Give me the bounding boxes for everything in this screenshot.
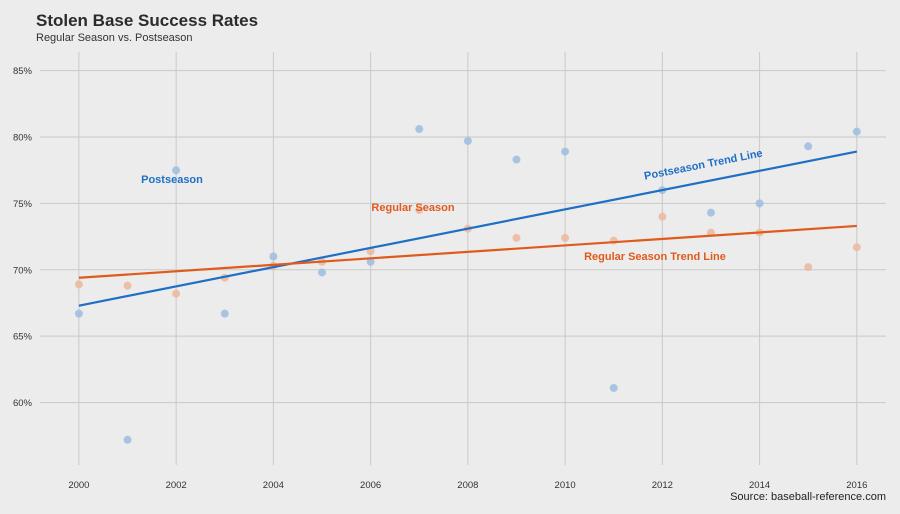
x-tick-label: 2002: [166, 480, 187, 491]
y-tick-label: 75%: [13, 199, 33, 210]
grid: [40, 52, 886, 465]
x-tick-label: 2016: [846, 480, 867, 491]
postseason-point: [852, 127, 861, 136]
data-points: [74, 125, 861, 444]
y-tick-label: 65%: [13, 332, 33, 343]
regular-season-point: [123, 281, 132, 290]
regular-season-trend-line: [78, 224, 857, 279]
regular-season-label: Regular Season: [371, 202, 454, 214]
postseason-point: [463, 136, 472, 145]
y-tick-label: 85%: [13, 66, 33, 77]
regular-season-point: [172, 289, 181, 298]
regular-season-point: [658, 212, 667, 221]
x-tick-label: 2006: [360, 480, 381, 491]
postseason-label: Postseason: [141, 174, 203, 186]
x-axis-labels: 2000 2002 2004 2006 2008 2010 2012 2014 2016: [68, 480, 867, 491]
regular-season-point: [415, 206, 424, 215]
postseason-point: [804, 142, 813, 151]
source-note: Source: baseball-reference.com: [730, 491, 886, 503]
postseason-point: [609, 383, 618, 392]
postseason-point: [318, 268, 326, 277]
postseason-point: [755, 199, 764, 208]
chart-subtitle: Regular Season vs. Postseason: [36, 32, 193, 44]
y-tick-label: 60%: [13, 398, 33, 409]
x-tick-label: 2000: [68, 480, 89, 491]
postseason-point: [220, 309, 229, 318]
postseason-point: [512, 155, 521, 164]
postseason-trend-line: [78, 150, 858, 307]
y-tick-label: 70%: [13, 265, 33, 276]
postseason-point: [172, 166, 181, 175]
regular-season-trend-label: Regular Season Trend Line: [584, 251, 726, 263]
postseason-trend-label: Postseason Trend Line: [643, 147, 763, 182]
y-axis-labels: 60% 65% 70% 75% 80% 85%: [13, 66, 33, 409]
x-tick-label: 2004: [263, 480, 284, 491]
chart-title: Stolen Base Success Rates: [36, 11, 258, 30]
postseason-point: [74, 309, 83, 318]
postseason-point: [366, 257, 375, 266]
x-tick-label: 2008: [457, 480, 478, 491]
postseason-point: [269, 252, 278, 261]
postseason-point: [415, 125, 424, 134]
series-labels: Postseason Regular Season Postseason Trend…: [141, 147, 764, 263]
postseason-point: [706, 208, 715, 217]
y-tick-label: 80%: [13, 132, 33, 143]
regular-season-point: [804, 263, 813, 272]
regular-season-point: [512, 233, 521, 242]
regular-season-point: [852, 243, 861, 252]
x-tick-label: 2010: [555, 480, 576, 491]
trend-lines: [78, 150, 858, 307]
postseason-point: [123, 435, 132, 444]
regular-season-point: [74, 280, 83, 289]
x-tick-label: 2012: [652, 480, 673, 491]
x-tick-label: 2014: [749, 480, 770, 491]
regular-season-point: [561, 233, 570, 242]
postseason-point: [561, 147, 570, 156]
